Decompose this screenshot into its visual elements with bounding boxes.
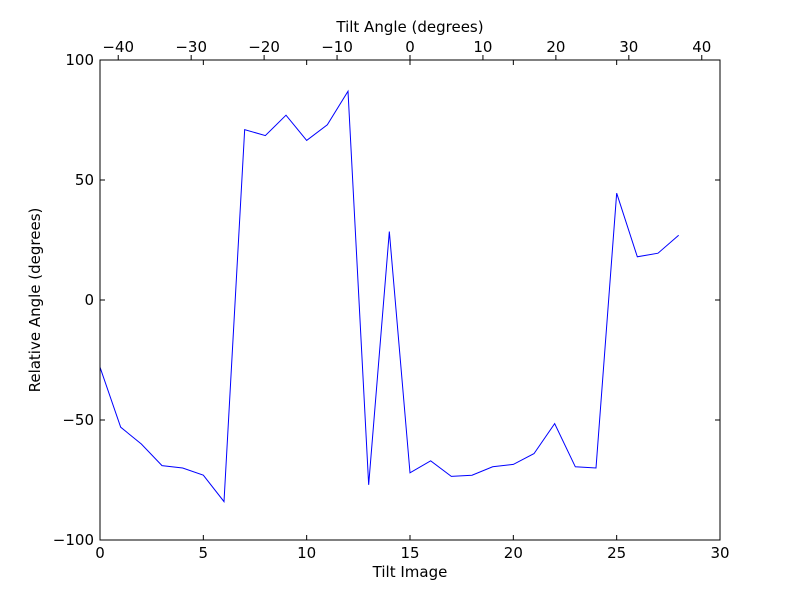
plot-series bbox=[99, 89, 679, 503]
x2-tick-label: −30 bbox=[175, 38, 207, 56]
series-line bbox=[99, 89, 679, 503]
x2-axis-label: Tilt Angle (degrees) bbox=[335, 18, 483, 36]
x-tick-label: 30 bbox=[710, 544, 729, 562]
x-axis-label: Tilt Image bbox=[372, 563, 448, 581]
y-tick-label: 50 bbox=[75, 171, 94, 189]
x2-tick-label: −40 bbox=[102, 38, 134, 56]
y-tick-label: −100 bbox=[53, 531, 94, 549]
y-tick-label: 100 bbox=[65, 51, 94, 69]
x-tick-label: 15 bbox=[400, 544, 419, 562]
x2-tick-label: 30 bbox=[619, 38, 638, 56]
x2-tick-label: −10 bbox=[321, 38, 353, 56]
x2-tick-label: 40 bbox=[692, 38, 711, 56]
x-tick-label: 25 bbox=[607, 544, 626, 562]
y-tick-label: 0 bbox=[84, 291, 94, 309]
plot-frame bbox=[99, 59, 721, 541]
x2-tick-label: 10 bbox=[473, 38, 492, 56]
x-tick-label: 10 bbox=[297, 544, 316, 562]
x-tick-label: 5 bbox=[199, 544, 209, 562]
x2-tick-label: 20 bbox=[546, 38, 565, 56]
y-tick-label: −50 bbox=[62, 411, 94, 429]
x2-tick-label: −20 bbox=[248, 38, 280, 56]
x2-tick-label: 0 bbox=[405, 38, 415, 56]
x-tick-label: 0 bbox=[95, 544, 105, 562]
y-axis-label: Relative Angle (degrees) bbox=[26, 208, 44, 393]
x-tick-label: 20 bbox=[504, 544, 523, 562]
